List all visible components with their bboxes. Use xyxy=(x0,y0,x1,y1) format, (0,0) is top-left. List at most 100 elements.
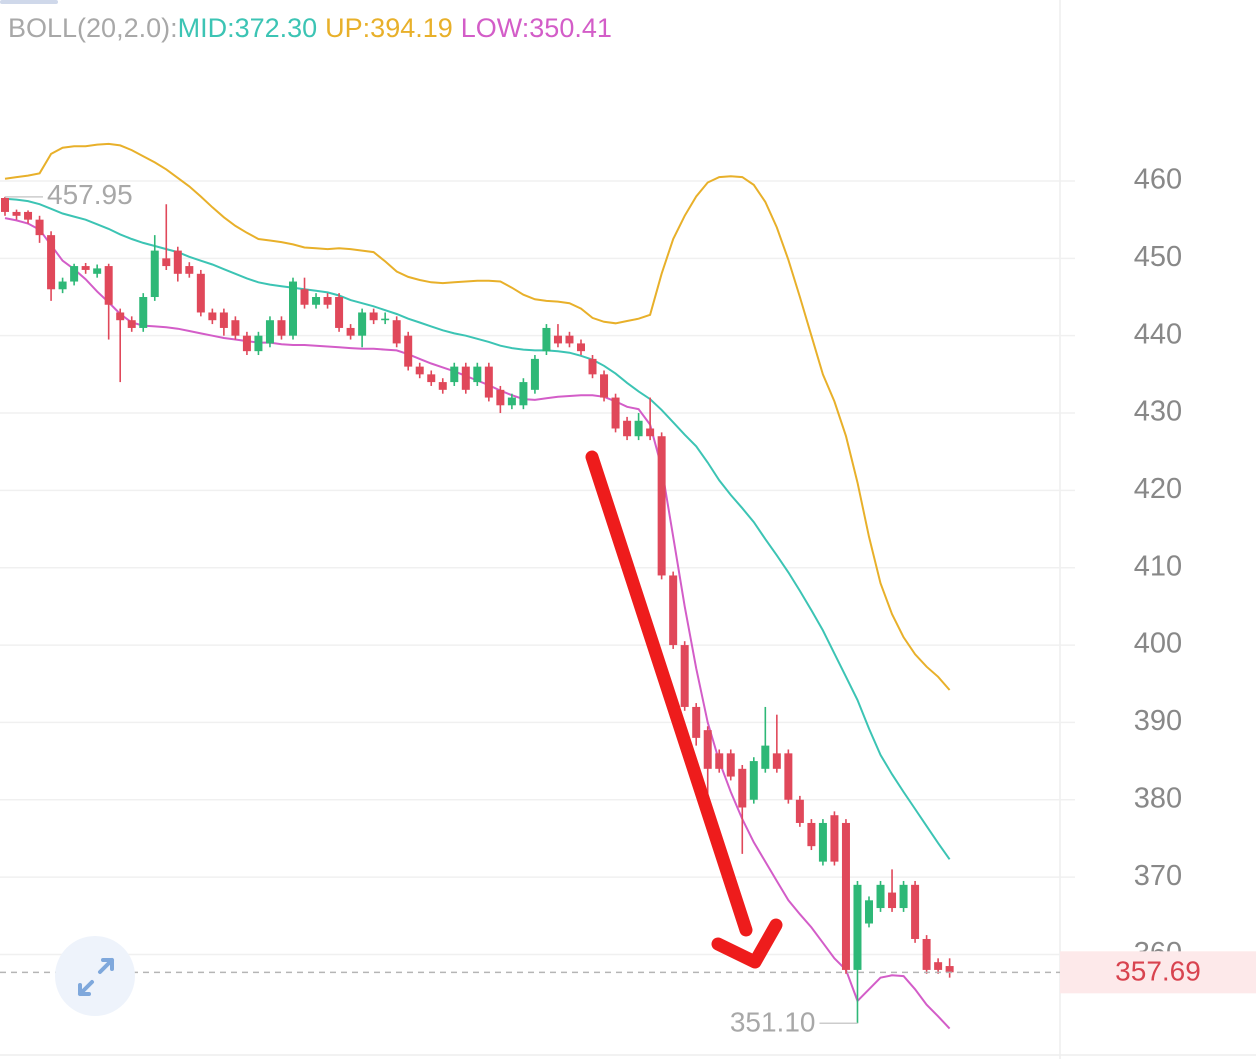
candle-body xyxy=(162,258,171,267)
indicator-label: BOLL(20,2.0): xyxy=(8,13,178,43)
candle-body xyxy=(496,389,505,406)
candle-body xyxy=(35,219,44,236)
y-tick-label: 440 xyxy=(1134,318,1182,350)
high-annotation: 457.95 xyxy=(47,179,133,210)
overlay: 357.69 457.95 351.10 xyxy=(0,179,1256,1038)
candle-body xyxy=(81,266,90,270)
candle-body xyxy=(565,335,574,344)
candle-body xyxy=(427,374,436,383)
candle-body xyxy=(300,289,309,305)
trend-arrow xyxy=(585,450,783,969)
candle-body xyxy=(58,281,67,290)
candle-body xyxy=(600,374,609,398)
candle-body xyxy=(242,335,251,352)
candle-body xyxy=(818,822,827,862)
candle-body xyxy=(484,366,493,398)
candle-body xyxy=(807,822,816,847)
candle-body xyxy=(265,320,274,344)
band-line xyxy=(4,142,951,691)
candle-body xyxy=(726,753,735,777)
candle-body xyxy=(888,892,897,909)
candle-body xyxy=(381,318,390,321)
candle-body xyxy=(1,198,9,212)
candle-body xyxy=(657,436,666,576)
candle-body xyxy=(104,266,113,305)
expand-icon[interactable] xyxy=(78,958,114,996)
legend-entry: MID:372.30 xyxy=(178,13,318,43)
candle-body xyxy=(358,312,367,336)
candle-body xyxy=(692,706,701,738)
low-annotation: 351.10 xyxy=(730,1007,816,1038)
y-tick-label: 420 xyxy=(1134,473,1182,505)
candle-body xyxy=(865,900,873,924)
legend-entry: LOW:350.41 xyxy=(461,13,612,43)
candle-body xyxy=(542,327,551,352)
candle-body xyxy=(553,335,562,344)
y-tick-label: 380 xyxy=(1134,782,1182,814)
candle-body xyxy=(703,730,712,769)
candle-body xyxy=(254,335,263,352)
y-tick-label: 410 xyxy=(1134,550,1182,582)
candle-body xyxy=(899,884,908,909)
y-tick-label: 400 xyxy=(1134,628,1182,660)
expand-button[interactable] xyxy=(55,936,135,1016)
candle-body xyxy=(623,420,632,437)
candle-body xyxy=(93,268,102,274)
candle-body xyxy=(830,815,839,862)
last-price-label: 357.69 xyxy=(1115,956,1201,987)
candle-body xyxy=(634,420,643,437)
grid: 360370380390400410420430440450460 xyxy=(0,164,1182,969)
candle-body xyxy=(795,799,804,823)
candle-body xyxy=(646,428,655,437)
candle-body xyxy=(150,250,159,298)
candle-body xyxy=(346,327,355,336)
candle-body xyxy=(312,297,321,305)
candle-body xyxy=(139,297,148,328)
candle-body xyxy=(507,397,516,406)
candle-body xyxy=(945,966,954,973)
candle-body xyxy=(611,397,620,429)
candle-body xyxy=(404,335,413,367)
candle-body xyxy=(392,320,401,344)
candle-body xyxy=(116,312,125,321)
last-price-box xyxy=(1060,951,1256,994)
candle-body xyxy=(530,358,539,390)
candle-body xyxy=(715,753,724,769)
candle-body xyxy=(784,753,793,800)
legend-entry: UP:394.19 xyxy=(325,13,453,43)
y-tick-label: 450 xyxy=(1134,241,1182,273)
candle-body xyxy=(185,266,194,274)
candle-body xyxy=(335,297,344,328)
candles xyxy=(1,196,954,1024)
expand-button-bg[interactable] xyxy=(55,936,135,1016)
candle-body xyxy=(208,312,217,321)
candle-body xyxy=(588,358,597,375)
candle-body xyxy=(47,235,56,290)
candle-body xyxy=(24,211,33,220)
candle-body xyxy=(680,645,689,707)
candle-body xyxy=(461,366,470,390)
candle-body xyxy=(738,768,747,808)
candle-body xyxy=(438,382,447,390)
candle-body xyxy=(415,366,424,375)
arrow-head xyxy=(711,918,783,969)
candle-body xyxy=(577,343,585,352)
candle-body xyxy=(772,753,781,769)
candle-body xyxy=(761,745,770,769)
candle-body xyxy=(323,297,332,305)
indicator-legend: BOLL(20,2.0):MID:372.30 UP:394.19 LOW:350.… xyxy=(8,13,612,43)
candle-body xyxy=(231,320,240,336)
candle-body xyxy=(841,822,850,970)
candle-body xyxy=(876,884,885,909)
candle-body xyxy=(70,266,79,282)
candle-body xyxy=(196,273,205,313)
candle-body xyxy=(519,382,528,406)
candle-body xyxy=(853,884,862,970)
arrow-shaft xyxy=(585,450,753,937)
candle-body xyxy=(922,938,931,970)
y-tick-label: 460 xyxy=(1134,164,1182,196)
candle-body xyxy=(219,312,228,328)
candle-body xyxy=(289,281,297,336)
